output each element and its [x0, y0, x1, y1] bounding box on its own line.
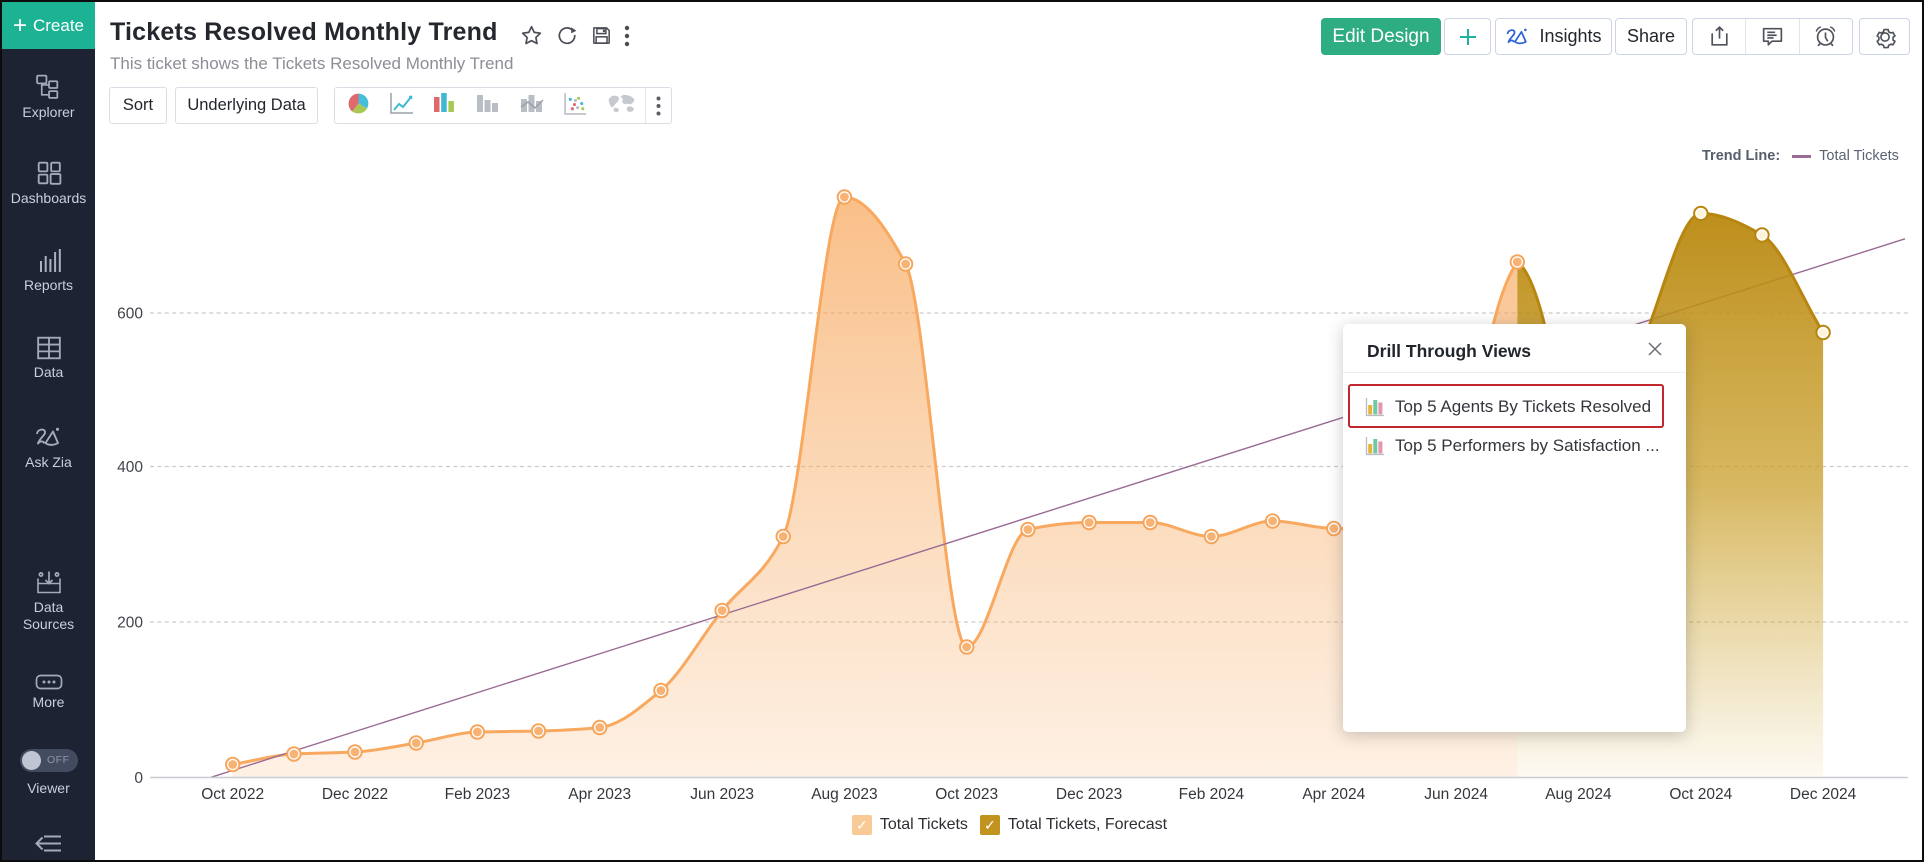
- svg-text:400: 400: [117, 459, 143, 476]
- svg-text:0: 0: [134, 770, 143, 787]
- svg-text:Dec 2022: Dec 2022: [322, 786, 388, 803]
- svg-text:Apr 2024: Apr 2024: [1302, 786, 1365, 803]
- svg-text:Aug 2023: Aug 2023: [811, 786, 877, 803]
- svg-text:Dec 2023: Dec 2023: [1056, 786, 1122, 803]
- svg-text:600: 600: [117, 306, 143, 323]
- svg-text:Oct 2024: Oct 2024: [1669, 786, 1732, 803]
- svg-text:200: 200: [117, 615, 143, 632]
- svg-text:Jun 2023: Jun 2023: [690, 786, 754, 803]
- svg-text:Aug 2024: Aug 2024: [1545, 786, 1612, 803]
- svg-text:Feb 2024: Feb 2024: [1179, 786, 1245, 803]
- svg-text:Feb 2023: Feb 2023: [445, 786, 511, 803]
- svg-text:Oct 2022: Oct 2022: [201, 786, 264, 803]
- svg-text:Apr 2023: Apr 2023: [568, 786, 631, 803]
- svg-text:Dec 2024: Dec 2024: [1790, 786, 1857, 803]
- svg-text:Jun 2024: Jun 2024: [1424, 786, 1488, 803]
- svg-text:Oct 2023: Oct 2023: [935, 786, 998, 803]
